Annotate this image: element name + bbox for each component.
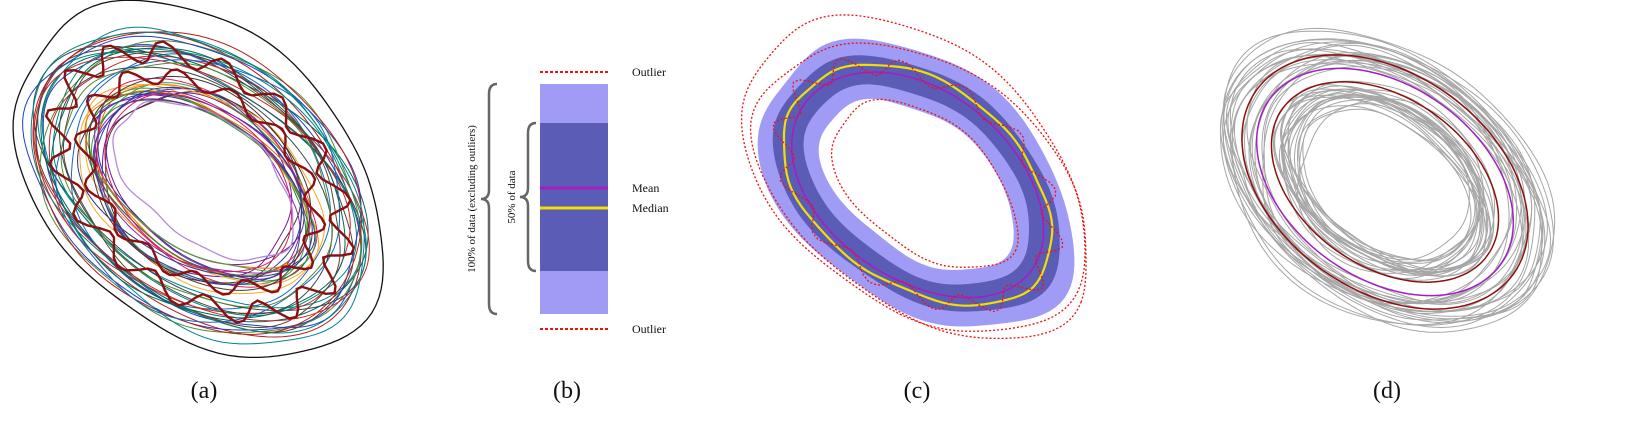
panel-a-ensemble-contours [12,0,384,359]
ensemble-member-curve [1287,85,1489,273]
ensemble-outlier-curve [12,0,384,359]
ensemble-member-curve [51,47,346,319]
panel-c-contour-boxplot [740,14,1087,340]
ensemble-member-curve [52,48,358,317]
ensemble-member-curve [104,93,292,273]
ensemble-member-curve [1222,39,1555,322]
ensemble-member-curve [92,86,302,286]
ensemble-member-curve [1225,41,1543,321]
outlier-contour [772,57,1064,313]
zigzag-outlier-curve [73,68,327,296]
ensemble-member-curve [101,92,293,278]
label-100-percent: 100% of data (excluding outliers) [466,125,478,273]
ensemble-member-curve [1227,55,1543,320]
ensemble-member-curve [1296,103,1484,264]
ensemble-member-curve [1229,48,1546,324]
ensemble-member-curve [94,99,307,276]
legend-outlier-label-bottom: Outlier [632,322,666,336]
zigzag-outlier-curve [44,40,356,324]
ensemble-member-curve [39,40,362,334]
ensemble-member-curve [1294,93,1476,263]
ensemble-member-curve [1243,44,1525,313]
ensemble-member-curve [1289,94,1482,273]
caption-d: (d) [1373,378,1401,404]
ensemble-member-curve [85,83,320,285]
ensemble-member-curve [1287,94,1482,272]
outer-band-contour [1241,54,1529,310]
outlier-contour [749,42,1087,340]
ensemble-member-curve [1282,80,1496,276]
bracket-100-percent [480,82,498,316]
ensemble-member-curve [1274,96,1495,271]
ensemble-inner-outlier-curve [112,100,294,262]
legend-mean-label: Mean [632,181,659,195]
ensemble-member-curve [1283,96,1488,276]
ensemble-member-curve [93,90,310,274]
panel-d-ensemble-with-summary [1219,27,1556,333]
label-50-percent: 50% of data [506,170,518,223]
mean-contour [790,71,1045,299]
ensemble-member-curve [1280,94,1487,277]
inner-band-contour [1270,81,1500,283]
ensemble-member-curve [78,83,326,295]
legend-inner-band [540,123,608,271]
ensemble-member-curve [30,31,367,334]
ensemble-member-curve [1246,53,1527,304]
legend-outlier-label-top: Outlier [632,65,666,79]
panel-b-legend-glyph: Outlier Mean Median Outlier 100% of data… [466,65,669,336]
ensemble-member-curve [1222,27,1556,333]
ensemble-member-curve [62,51,341,329]
mean-contour [1255,67,1515,297]
ensemble-member-curve [1298,98,1478,272]
outlier-contour [830,98,1019,268]
ensemble-member-curve [1288,105,1472,261]
ensemble-member-curve [105,91,302,284]
caption-b: (b) [553,378,581,404]
caption-a: (a) [191,378,218,404]
ensemble-member-curve [1219,48,1541,313]
caption-c: (c) [904,378,931,404]
ensemble-member-curve [48,55,351,314]
ensemble-member-curve [32,31,363,335]
ensemble-member-curve [1281,84,1492,270]
ensemble-member-curve [1241,59,1523,303]
ensemble-member-curve [1281,88,1495,274]
ensemble-member-curve [94,93,301,280]
ensemble-member-curve [1261,53,1510,304]
ensemble-member-curve [1262,54,1514,305]
ensemble-member-curve [22,35,362,331]
ensemble-member-curve [1231,63,1530,312]
legend-median-label: Median [632,201,669,215]
ensemble-member-curve [1222,41,1536,326]
median-contour [782,63,1054,307]
ensemble-member-curve [90,82,308,286]
bracket-50-percent [519,121,537,273]
